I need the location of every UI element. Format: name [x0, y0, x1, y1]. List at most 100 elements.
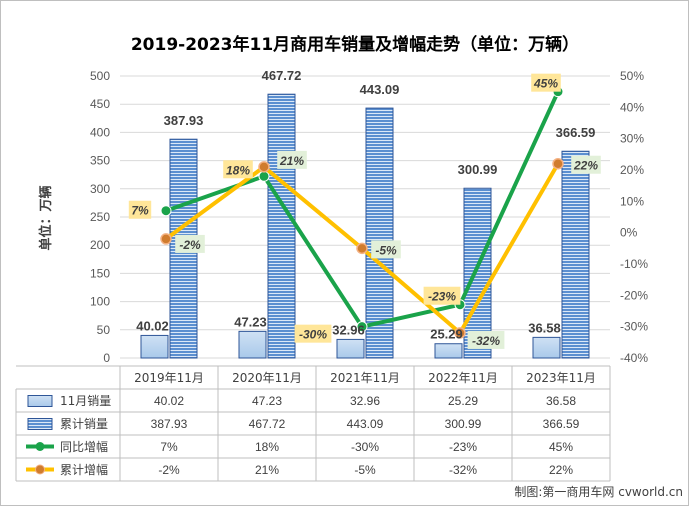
cumulative-growth-label-bg: [175, 234, 205, 253]
bars: [140, 93, 590, 359]
lines: [160, 86, 564, 339]
table-cell: -5%: [354, 463, 376, 477]
y-tick-label: 400: [90, 125, 110, 139]
table-cell: 22%: [549, 463, 573, 477]
legend-label: 累计增幅: [60, 462, 108, 477]
x-category-label: 2020年11月: [232, 371, 302, 385]
yoy-label-bg: [531, 73, 561, 92]
y-tick-label: 50: [97, 323, 111, 337]
cumulative-growth-label: -2%: [179, 238, 201, 252]
y-tick-label: 150: [90, 266, 110, 280]
table-cell: 45%: [549, 440, 573, 454]
cumulative-growth-label: -32%: [472, 334, 500, 348]
y-tick-label: 450: [90, 97, 110, 111]
y-axis-label: 单位：万辆: [38, 185, 54, 250]
cumulative-growth-label-bg: [371, 240, 401, 259]
y-tick-label: 100: [90, 295, 110, 309]
yoy-label-bg: [423, 286, 461, 305]
table-cell: 25.29: [448, 394, 478, 408]
yoy-label-bg: [294, 324, 332, 343]
cumulative-growth-label-bg: [277, 150, 307, 169]
table-cell: 443.09: [347, 417, 384, 431]
y2-tick-label: 0%: [620, 226, 638, 240]
y2-tick-label: 30%: [620, 132, 644, 146]
bar-monthly: [532, 336, 561, 359]
yoy-label-bg: [128, 200, 152, 219]
y-tick-label: 300: [90, 182, 110, 196]
point-yoy: [258, 170, 270, 182]
table-cell: -2%: [158, 463, 180, 477]
bar-monthly-label: 36.58: [528, 320, 561, 335]
legend-key-cumulative: [27, 418, 53, 430]
table-cell: 467.72: [249, 417, 286, 431]
cumulative-growth-label-bg: [571, 155, 601, 174]
legend-key-monthly: [27, 395, 53, 407]
bar-monthly-label: 47.23: [234, 314, 267, 329]
table-cell: 21%: [255, 463, 279, 477]
y2-tick-label: 50%: [620, 69, 644, 83]
cumulative-growth-label: 22%: [573, 159, 598, 173]
legend-label: 11月销量: [60, 394, 111, 408]
bar-cumulative-label: 443.09: [360, 82, 400, 97]
bar-monthly: [238, 330, 267, 359]
table-cell: 47.23: [252, 394, 282, 408]
credit-text: 制图:第一商用车网 cvworld.cn: [514, 484, 683, 499]
bar-cumulative: [267, 93, 296, 359]
point-yoy: [356, 321, 368, 333]
y-tick-label: 200: [90, 238, 110, 252]
bar-cumulative-label: 366.59: [556, 125, 596, 140]
table-cell: 7%: [160, 440, 178, 454]
bar-cumulative-label: 387.93: [164, 113, 204, 128]
table-cell: 32.96: [350, 394, 380, 408]
x-category-label: 2021年11月: [330, 371, 400, 385]
y-tick-label: 500: [90, 69, 110, 83]
x-category-label: 2019年11月: [134, 371, 204, 385]
data-labels: 40.02 387.93 47.23 467.72 32.96 443.09 25.29 30…: [128, 68, 601, 349]
yoy-label: 45%: [533, 77, 558, 91]
point-cumulative-growth: [454, 327, 466, 339]
point-yoy: [160, 205, 172, 217]
y2-tick-label: -20%: [620, 288, 648, 302]
legend-key-yoy-marker: [35, 442, 45, 451]
y-tick-label: 350: [90, 154, 110, 168]
y2-tick-label: 20%: [620, 163, 644, 177]
point-cumulative-growth: [160, 233, 172, 245]
y2-tick-label: 10%: [620, 194, 644, 208]
table-cell: 366.59: [543, 417, 580, 431]
bar-cumulative: [365, 107, 394, 359]
yoy-label: -30%: [299, 328, 327, 342]
y-tick-label: 0: [103, 351, 110, 365]
yoy-label: -23%: [428, 290, 456, 304]
bar-monthly-label: 40.02: [136, 318, 169, 333]
cumulative-growth-label: 21%: [279, 154, 304, 168]
legend-label: 同比增幅: [60, 439, 108, 454]
x-category-label: 2022年11月: [428, 371, 498, 385]
legend-key-cumulative-growth-marker: [35, 464, 45, 475]
table-cell: 40.02: [154, 394, 184, 408]
y-tick-label: 250: [90, 210, 110, 224]
bar-monthly: [434, 343, 463, 359]
table-cell: 36.58: [546, 394, 576, 408]
legend-label: 累计销量: [60, 417, 108, 431]
bar-monthly-label: 25.29: [430, 327, 463, 342]
y2-tick-label: 40%: [620, 100, 644, 114]
point-cumulative-growth: [356, 242, 368, 255]
cumulative-growth-label-bg: [467, 330, 505, 349]
data-table: 2019年11月 2020年11月 2021年11月 2022年11月 2023年11月…: [15, 365, 611, 482]
axes: 0 50 100 150 200 250 300 350 400 450 500 -40% -30% -2…: [90, 69, 648, 365]
point-cumulative-growth: [258, 161, 270, 173]
line-yoy: [165, 90, 560, 329]
y2-tick-label: -10%: [620, 257, 648, 271]
x-category-label: 2023年11月: [526, 371, 596, 385]
table-cell: 300.99: [445, 417, 482, 431]
yoy-label: 18%: [226, 163, 250, 177]
table-cell: 387.93: [151, 417, 188, 431]
y2-tick-label: -30%: [620, 320, 648, 334]
bar-cumulative-label: 300.99: [458, 162, 498, 177]
point-cumulative-growth: [552, 157, 564, 170]
bar-cumulative-label: 467.72: [262, 68, 302, 83]
cumulative-growth-label: -5%: [375, 243, 397, 257]
bar-monthly-label: 32.96: [332, 322, 365, 337]
yoy-label: 7%: [131, 204, 149, 218]
table-cell: -32%: [449, 463, 477, 477]
